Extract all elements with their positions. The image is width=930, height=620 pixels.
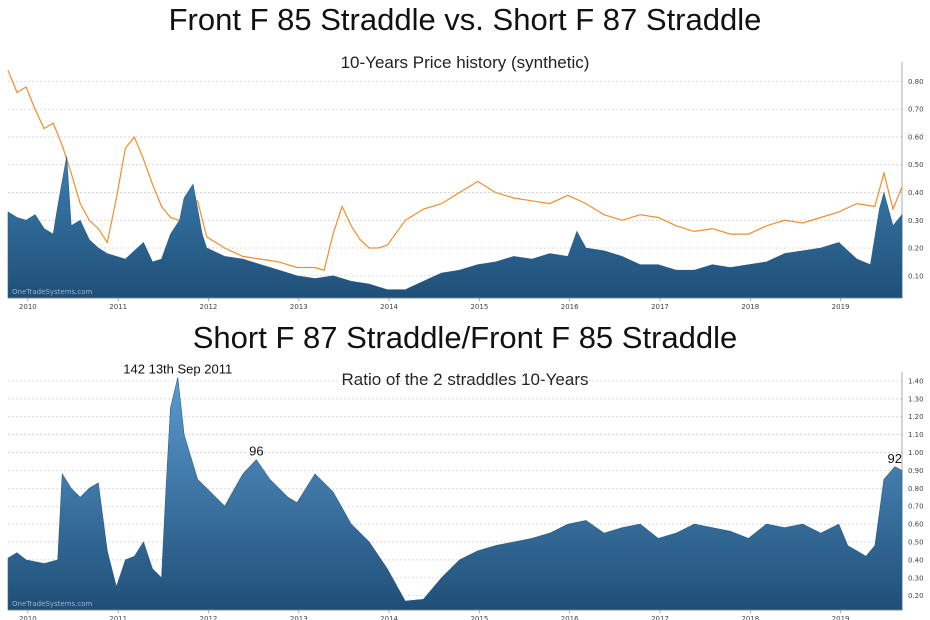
chart1-x-tick-label: 2011 — [109, 303, 127, 311]
chart1-x-tick-label: 2018 — [741, 303, 759, 311]
chart1-x-tick-label: 2019 — [832, 303, 850, 311]
chart2-x-tick-label: 2015 — [470, 615, 488, 620]
chart2-y-tick-label: 0.80 — [908, 485, 924, 493]
chart1-y-tick-label: 0.10 — [908, 272, 924, 280]
chart2-y-tick-label: 0.20 — [908, 592, 924, 600]
chart1-y-tick-label: 0.30 — [908, 217, 924, 225]
chart1-x-tick-label: 2014 — [380, 303, 398, 311]
chart1-x-tick-label: 2015 — [470, 303, 488, 311]
chart1-x-tick-label: 2013 — [290, 303, 308, 311]
chart1-y-tick-label: 0.20 — [908, 245, 924, 253]
chart2-x-tick-label: 2010 — [19, 615, 37, 620]
chart2-title: Short F 87 Straddle/Front F 85 Straddle — [192, 320, 738, 355]
chart2-area-series — [7, 377, 903, 611]
chart2-x-tick-label: 2019 — [832, 615, 850, 620]
chart1-y-tick-label: 0.50 — [908, 161, 924, 169]
chart1-y-tick-label: 0.40 — [908, 189, 924, 197]
chart2-annotation: 92 — [888, 451, 902, 466]
chart2-y-tick-label: 0.30 — [908, 574, 924, 582]
chart1-line-series — [7, 70, 903, 271]
chart2-x-tick-label: 2011 — [109, 615, 127, 620]
chart2-subtitle: Ratio of the 2 straddles 10-Years — [341, 370, 589, 389]
chart1-x-tick-label: 2017 — [651, 303, 669, 311]
chart2-x-tick-label: 2017 — [651, 615, 669, 620]
chart1-x-tick-label: 2010 — [19, 303, 37, 311]
chart1-x-tick-label: 2012 — [200, 303, 218, 311]
chart2-y-tick-label: 1.20 — [908, 413, 924, 421]
chart1-y-tick-label: 0.80 — [908, 78, 924, 86]
chart2-y-tick-label: 1.30 — [908, 395, 924, 403]
chart2-x-tick-label: 2012 — [200, 615, 218, 620]
chart2-x-tick-label: 2018 — [741, 615, 759, 620]
chart2-y-tick-label: 0.50 — [908, 539, 924, 547]
chart1-title: Front F 85 Straddle vs. Short F 87 Strad… — [168, 2, 762, 37]
chart2-annotation: 142 13th Sep 2011 — [123, 361, 232, 376]
chart2-y-tick-label: 0.70 — [908, 503, 924, 511]
chart2-y-tick-label: 1.00 — [908, 449, 924, 457]
chart1-subtitle: 10-Years Price history (synthetic) — [340, 53, 590, 72]
chart1-area-series — [7, 156, 903, 299]
chart1-x-tick-label: 2016 — [561, 303, 579, 311]
chart2-y-tick-label: 0.60 — [908, 521, 924, 529]
chart1-y-tick-label: 0.70 — [908, 106, 924, 114]
chart2-x-tick-label: 2014 — [380, 615, 398, 620]
chart1-watermark: OneTradeSystems.com — [12, 288, 93, 296]
chart2-watermark: OneTradeSystems.com — [12, 600, 93, 608]
chart2-y-tick-label: 0.40 — [908, 556, 924, 564]
chart1-y-tick-label: 0.60 — [908, 133, 924, 141]
chart2-y-tick-label: 0.90 — [908, 467, 924, 475]
chart2-y-tick-label: 1.10 — [908, 431, 924, 439]
chart2-y-tick-label: 1.40 — [908, 377, 924, 385]
chart2-annotation: 96 — [249, 444, 263, 459]
chart2-x-tick-label: 2013 — [290, 615, 308, 620]
chart2-x-tick-label: 2016 — [561, 615, 579, 620]
